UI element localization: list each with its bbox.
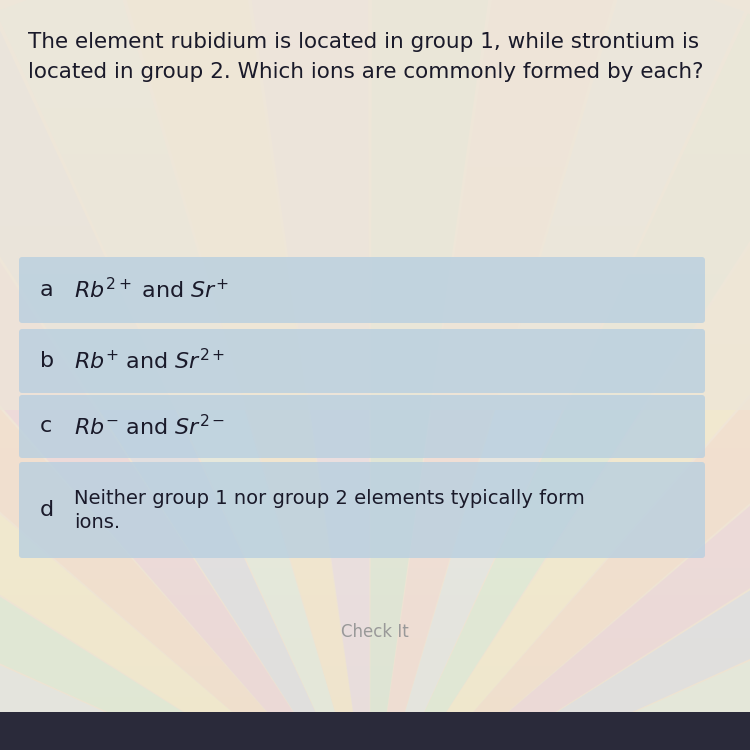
Text: Check It: Check It — [341, 623, 409, 641]
FancyBboxPatch shape — [19, 462, 705, 558]
Polygon shape — [0, 350, 370, 750]
Polygon shape — [0, 154, 370, 750]
FancyBboxPatch shape — [19, 329, 705, 393]
Polygon shape — [370, 0, 745, 750]
Polygon shape — [370, 13, 750, 750]
Text: b: b — [40, 351, 54, 371]
Text: ions.: ions. — [74, 512, 120, 532]
Polygon shape — [370, 350, 750, 750]
Polygon shape — [370, 154, 750, 750]
Polygon shape — [370, 464, 750, 750]
Polygon shape — [0, 464, 370, 750]
Polygon shape — [0, 76, 370, 750]
Text: $\mathit{Rb}^{+}$ and $\mathit{Sr}^{2+}$: $\mathit{Rb}^{+}$ and $\mathit{Sr}^{2+}$ — [74, 349, 225, 374]
Polygon shape — [370, 246, 750, 750]
Text: d: d — [40, 500, 54, 520]
Polygon shape — [0, 13, 370, 750]
Polygon shape — [0, 246, 370, 750]
Polygon shape — [370, 0, 623, 750]
FancyBboxPatch shape — [19, 257, 705, 323]
FancyBboxPatch shape — [19, 395, 705, 458]
Polygon shape — [116, 0, 370, 750]
Polygon shape — [243, 0, 370, 750]
Polygon shape — [0, 712, 750, 750]
Polygon shape — [0, 0, 370, 750]
Polygon shape — [370, 0, 497, 750]
Polygon shape — [370, 76, 750, 750]
Text: a: a — [40, 280, 54, 300]
Text: The element rubidium is located in group 1, while strontium is: The element rubidium is located in group… — [28, 32, 699, 52]
Polygon shape — [0, 0, 750, 410]
Text: located in group 2. Which ions are commonly formed by each?: located in group 2. Which ions are commo… — [28, 62, 703, 82]
Text: c: c — [40, 416, 53, 436]
Text: Neither group 1 nor group 2 elements typically form: Neither group 1 nor group 2 elements typ… — [74, 488, 585, 508]
Text: $\mathit{Rb}^{2+}$ and $\mathit{Sr}^{+}$: $\mathit{Rb}^{2+}$ and $\mathit{Sr}^{+}$ — [74, 278, 229, 302]
Text: $\mathit{Rb}^{-}$ and $\mathit{Sr}^{2-}$: $\mathit{Rb}^{-}$ and $\mathit{Sr}^{2-}$ — [74, 414, 225, 439]
